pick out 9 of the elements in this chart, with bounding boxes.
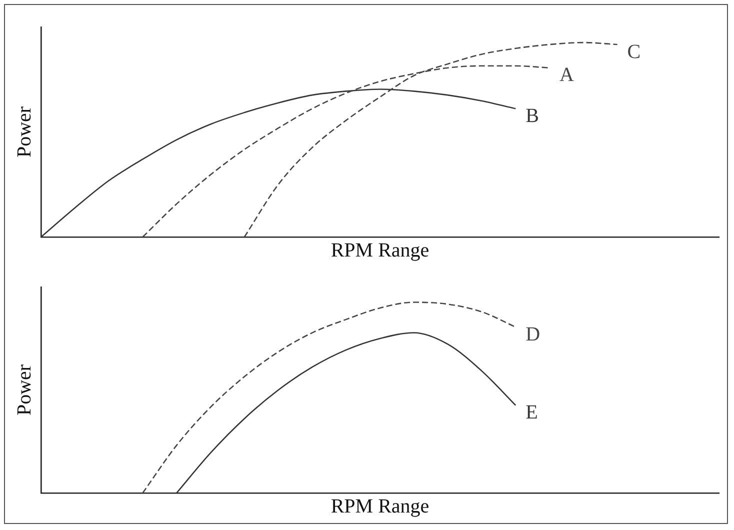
x-axis-title: RPM Range	[330, 495, 430, 518]
series-label: D	[526, 323, 540, 346]
y-axis-title: Power	[13, 364, 36, 416]
series-label: B	[526, 104, 539, 127]
series-label: A	[560, 64, 574, 86]
x-axis-title: RPM Range	[330, 239, 430, 262]
series-label: C	[627, 40, 641, 63]
series-label: E	[526, 402, 538, 424]
y-axis-title: Power	[13, 106, 36, 158]
